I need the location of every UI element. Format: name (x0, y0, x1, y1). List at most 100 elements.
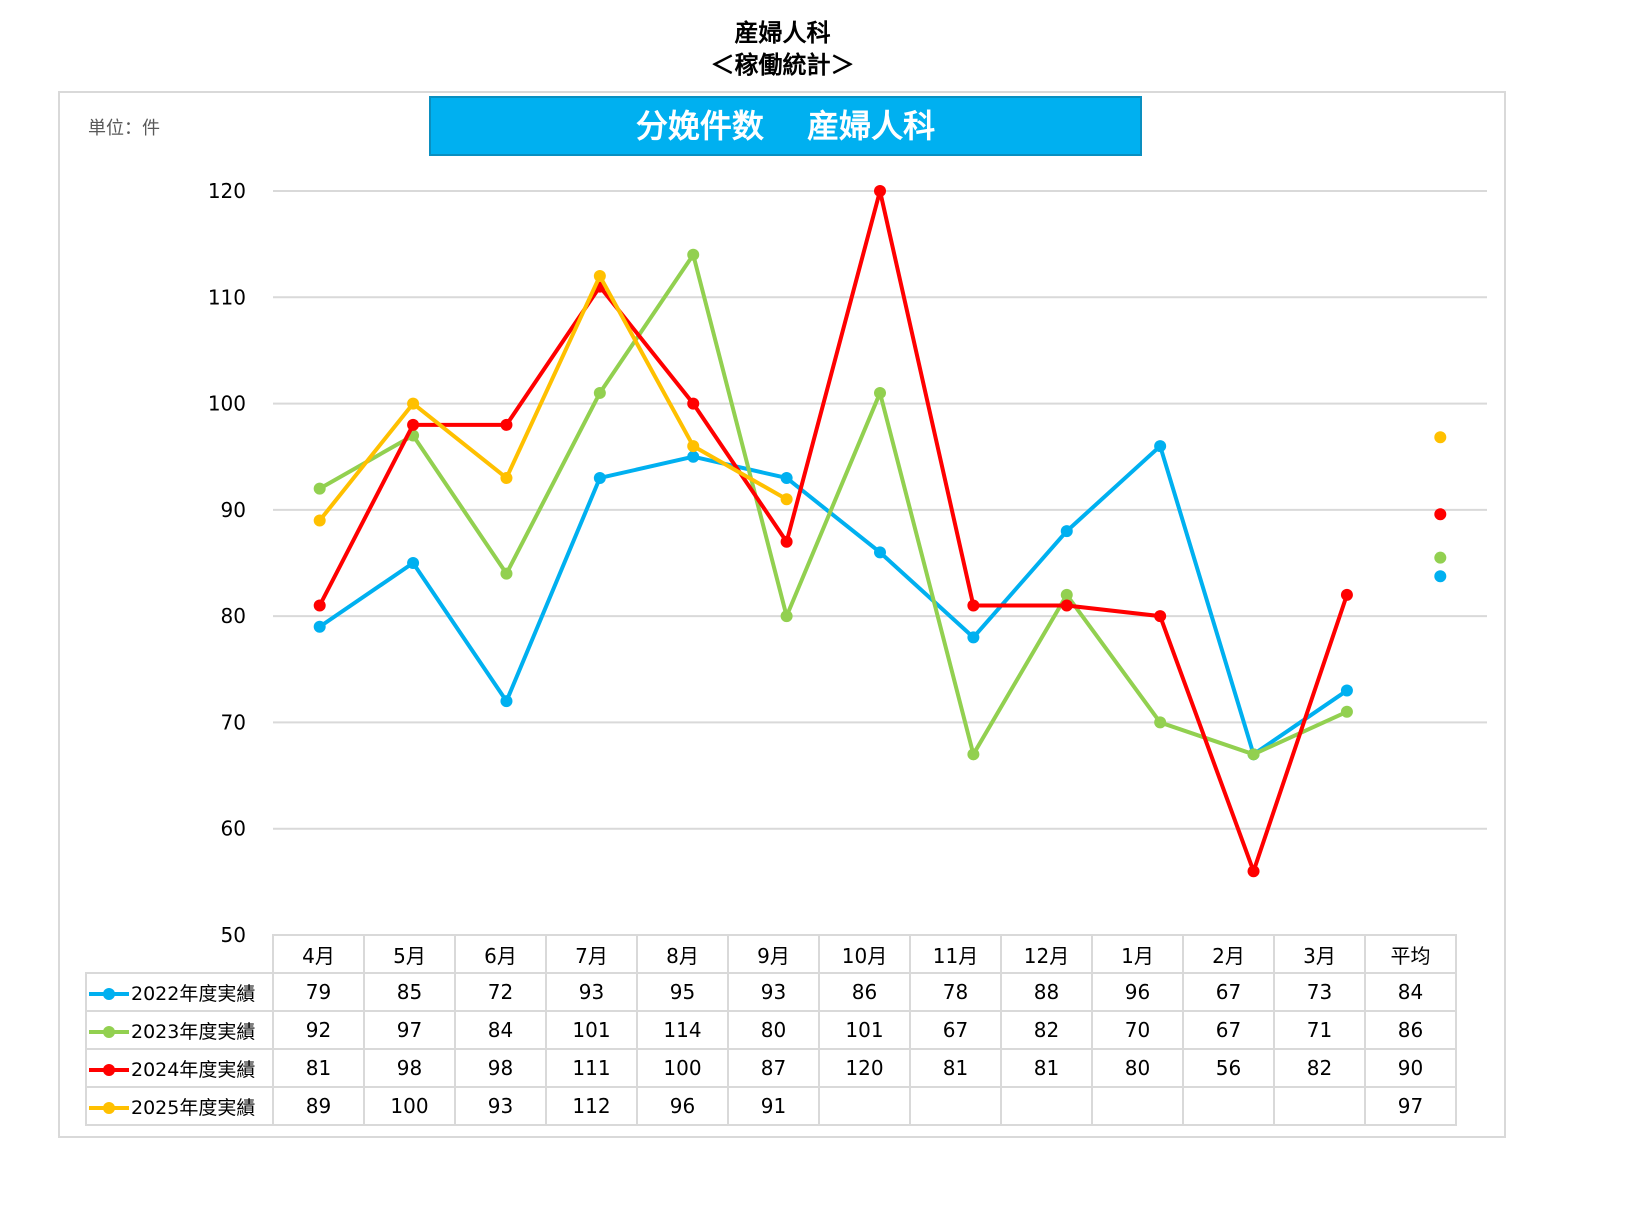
data-point (967, 748, 980, 761)
data-point (1340, 705, 1353, 718)
data-cell (1091, 1086, 1184, 1126)
data-point (1247, 865, 1260, 878)
data-cell: 95 (636, 972, 729, 1012)
legend-key-icon (89, 1026, 129, 1038)
x-tick-label: 7月 (545, 934, 638, 974)
legend-key-icon (89, 1102, 129, 1114)
x-tick-label: 12月 (1000, 934, 1093, 974)
data-cell: 114 (636, 1010, 729, 1050)
legend-key-icon (89, 1064, 129, 1076)
table-row: 2023年度実績 92 97 84 101 114 80 101 67 82 70 67 71 86 (85, 1010, 1457, 1050)
data-point (874, 386, 886, 399)
data-point (313, 620, 326, 633)
data-point (967, 599, 980, 612)
data-cell: 96 (636, 1086, 729, 1126)
blank-cell (86, 935, 274, 974)
data-point (1154, 440, 1167, 453)
data-cell: 86 (1364, 1010, 1457, 1050)
data-cell: 96 (1091, 972, 1184, 1012)
data-cell: 97 (1364, 1086, 1457, 1126)
data-cell: 87 (727, 1048, 820, 1088)
header-row: 4月 5月 6月 7月 8月 9月 10月 11月 12月 1月 2月 3月 平均 (86, 934, 1457, 974)
data-cell: 93 (545, 972, 638, 1012)
series-line (318, 444, 1349, 757)
data-cell: 88 (1000, 972, 1093, 1012)
y-tick-label: 120 (208, 179, 246, 203)
data-cell: 82 (1273, 1048, 1366, 1088)
data-point (500, 418, 513, 431)
chart-title: 分娩件数 産婦人科 (429, 96, 1142, 156)
table-row: 2024年度実績 81 98 98 111 100 87 120 81 81 80 56 82 90 (85, 1048, 1457, 1088)
data-cell: 80 (727, 1010, 820, 1050)
y-tick-label: 60 (221, 817, 246, 841)
legend-entry: 2023年度実績 (85, 1010, 274, 1050)
data-point (780, 493, 793, 506)
data-cell: 98 (363, 1048, 456, 1088)
data-point (780, 535, 793, 548)
y-tick-label: 90 (221, 498, 246, 522)
data-point (1154, 716, 1167, 729)
data-cell: 97 (363, 1010, 456, 1050)
data-point (1340, 588, 1353, 601)
series-name: 2022年度実績 (131, 982, 256, 1005)
data-point (407, 557, 420, 569)
data-cell: 92 (272, 1010, 365, 1050)
legend-entry: 2024年度実績 (85, 1048, 274, 1088)
data-point (313, 514, 326, 527)
data-point (1154, 610, 1167, 623)
data-cell: 71 (1273, 1010, 1366, 1050)
data-point (1340, 684, 1353, 697)
data-point (500, 567, 513, 580)
data-cell: 93 (454, 1086, 547, 1126)
legend-entry: 2022年度実績 (85, 972, 274, 1012)
data-cell: 85 (363, 972, 456, 1012)
data-point (780, 610, 793, 623)
page-subtitle: ＜稼働統計＞ (710, 51, 855, 79)
average-point (1434, 431, 1447, 444)
data-table: 4月 5月 6月 7月 8月 9月 10月 11月 12月 1月 2月 3月 平均 2022年度実績 79 8… (85, 934, 1457, 1126)
data-cell: 89 (272, 1086, 365, 1126)
data-cell: 84 (1364, 972, 1457, 1012)
table-row: 2025年度実績 89 100 93 112 96 91 97 (85, 1086, 1457, 1126)
data-point (687, 248, 700, 261)
series-name: 2024年度実績 (131, 1058, 256, 1081)
x-tick-label: 9月 (727, 934, 820, 974)
x-tick-label: 8月 (636, 934, 729, 974)
series-line (318, 252, 1348, 757)
x-tick-label: 2月 (1182, 934, 1275, 974)
data-cell: 80 (1091, 1048, 1184, 1088)
y-tick-label: 80 (221, 604, 246, 628)
data-cell: 100 (363, 1086, 456, 1126)
data-cell: 67 (1182, 972, 1275, 1012)
data-cell: 91 (727, 1086, 820, 1126)
data-cell: 111 (545, 1048, 638, 1088)
data-point (874, 546, 886, 559)
data-cell: 81 (909, 1048, 1002, 1088)
x-tick-label: 4月 (272, 934, 365, 974)
data-cell: 101 (545, 1010, 638, 1050)
data-point (313, 599, 326, 612)
data-point (500, 695, 513, 708)
data-cell: 93 (727, 972, 820, 1012)
data-cell: 73 (1273, 972, 1366, 1012)
data-cell (1000, 1086, 1093, 1126)
data-cell: 98 (454, 1048, 547, 1088)
y-tick-label: 100 (208, 392, 246, 416)
data-cell: 81 (1000, 1048, 1093, 1088)
x-tick-label: 平均 (1364, 934, 1457, 974)
data-point (407, 397, 420, 410)
data-point (687, 450, 700, 463)
data-point (874, 185, 886, 197)
data-cell: 79 (272, 972, 365, 1012)
data-cell: 90 (1364, 1048, 1457, 1088)
series-line (317, 189, 1349, 874)
legend-entry: 2025年度実績 (85, 1086, 274, 1126)
average-point (1434, 508, 1447, 521)
table-row: 2022年度実績 79 85 72 93 95 93 86 78 88 96 67 73 84 (85, 972, 1457, 1012)
series-name: 2023年度実績 (131, 1020, 256, 1043)
data-cell: 100 (636, 1048, 729, 1088)
data-cell: 86 (818, 972, 911, 1012)
data-point (687, 440, 700, 453)
data-cell: 112 (545, 1086, 638, 1126)
data-point (687, 397, 700, 410)
